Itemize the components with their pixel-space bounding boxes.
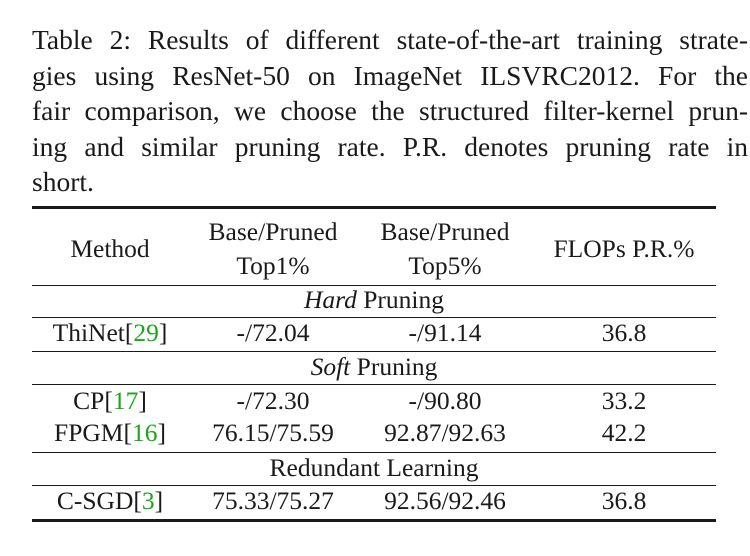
row-thinet-flops: 36.8 [601, 318, 647, 347]
section-hard-em: Hard [303, 285, 357, 314]
header-method: Method [70, 234, 150, 263]
header-top5-line2: Top5% [408, 251, 482, 280]
row-thinet-top5: -/91.14 [408, 318, 482, 347]
row-fpgm-top1: 76.15/75.59 [212, 418, 334, 447]
header-flops: FLOPs P.R.% [553, 234, 695, 263]
method-name: CP [73, 386, 105, 415]
header-top1-line1: Base/Pruned [208, 217, 338, 246]
section-rule-4 [32, 452, 716, 454]
citation-link[interactable]: 16 [131, 418, 158, 447]
row-fpgm-top5: 92.87/92.63 [384, 418, 506, 447]
row-cp-top5: -/90.80 [408, 386, 482, 415]
row-cp-method: CP[17] [73, 386, 147, 415]
citation-link[interactable]: 3 [141, 486, 155, 515]
row-csgd-method: C-SGD[3] [56, 486, 164, 515]
caption-line-2: gies using ResNet-50 on ImageNet ILSVRC2… [32, 59, 748, 91]
top-rule [32, 206, 716, 209]
caption-line-3: fair comparison, we choose the structure… [32, 95, 748, 126]
row-cp-flops: 33.2 [601, 386, 647, 415]
section-soft-rest: Pruning [350, 352, 438, 381]
section-soft-em: Soft [310, 352, 351, 381]
row-fpgm-flops: 42.2 [601, 418, 647, 447]
section-hard-pruning: Hard Pruning [32, 285, 716, 315]
header-rule [32, 285, 716, 287]
row-cp-top1: -/72.30 [236, 386, 310, 415]
method-name: ThiNet [52, 318, 125, 347]
method-name: FPGM [54, 418, 124, 447]
section-rule-1 [32, 317, 716, 319]
row-csgd-top5: 92.56/92.46 [384, 486, 506, 515]
section-rule-2 [32, 351, 716, 353]
method-name: C-SGD [56, 486, 134, 515]
row-csgd-top1: 75.33/75.27 [212, 486, 334, 515]
citation-link[interactable]: 29 [133, 318, 159, 347]
header-top1-line2: Top1% [236, 251, 310, 280]
section-hard-rest: Pruning [356, 285, 445, 314]
section-soft-pruning: Soft Pruning [32, 352, 716, 382]
header-top5-line1: Base/Pruned [380, 217, 510, 246]
section-redundant-learning: Redundant Learning [269, 453, 479, 482]
caption-line-1: Table 2: Results of different state-of-t… [32, 24, 748, 55]
table-caption: Table 2: Results of different state-of-t… [32, 22, 748, 200]
caption-line-5: short. [32, 166, 94, 197]
row-csgd-flops: 36.8 [601, 486, 647, 515]
row-thinet-top1: -/72.04 [236, 318, 310, 347]
bottom-rule [32, 519, 716, 522]
row-fpgm-method: FPGM[16] [54, 418, 166, 447]
section-rule-5 [32, 485, 716, 487]
citation-link[interactable]: 17 [112, 386, 139, 415]
row-thinet-method: ThiNet[29] [52, 318, 168, 347]
section-rule-3 [32, 384, 716, 386]
caption-line-4: ing and similar pruning rate. P.R. denot… [32, 130, 748, 162]
